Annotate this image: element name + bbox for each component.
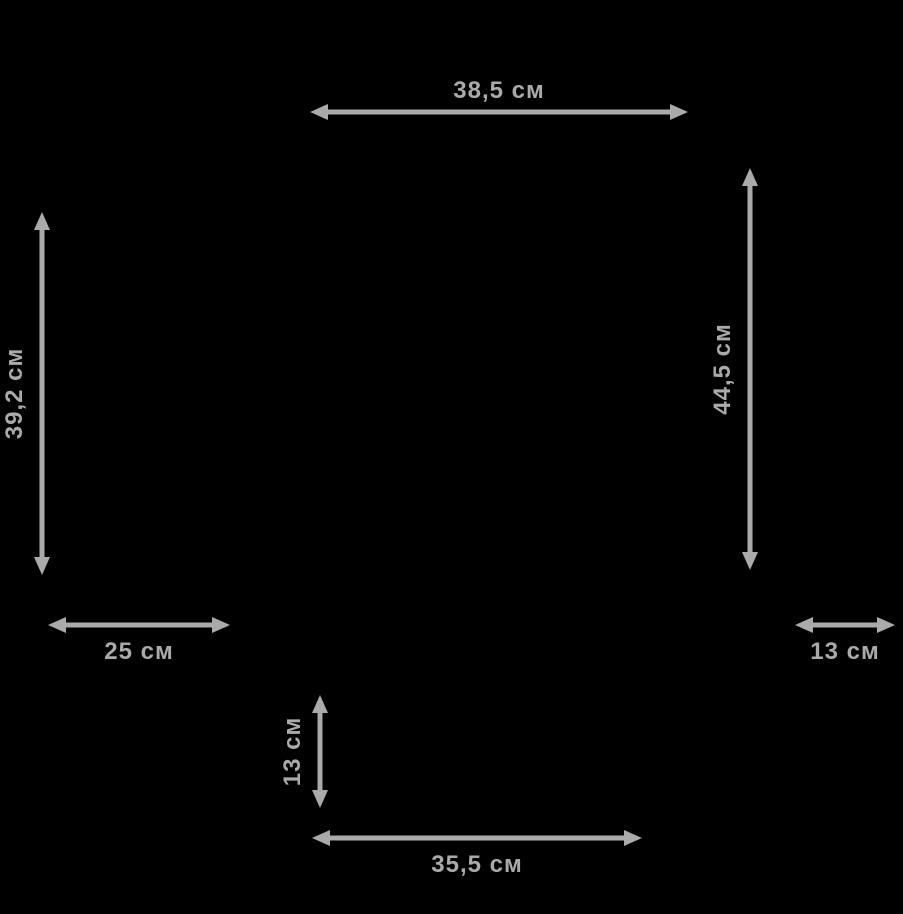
arrow-right-icon: [624, 830, 642, 846]
dimension-label: 25 см: [104, 638, 173, 665]
dimension-left-arm: 25 см: [48, 617, 230, 665]
dimension-label: 13 см: [810, 638, 879, 665]
dimension-right: 44,5 см: [709, 168, 758, 570]
arrow-down-icon: [742, 552, 758, 570]
arrow-down-icon: [312, 790, 328, 808]
arrow-down-icon: [34, 557, 50, 575]
dimension-label: 39,2 см: [1, 348, 28, 439]
dimension-right-arm: 13 см: [795, 617, 895, 665]
arrow-right-icon: [670, 104, 688, 120]
dimension-label: 35,5 см: [431, 851, 522, 878]
dimension-top: 38,5 см: [310, 77, 688, 120]
dimension-bottom: 35,5 см: [312, 830, 642, 878]
arrow-left-icon: [310, 104, 328, 120]
diagram-svg: 38,5 см 44,5 см 39,2 см 25 см 13 см 13 см 35,5…: [0, 0, 903, 914]
dimension-label: 13 см: [279, 717, 306, 786]
dimension-label: 38,5 см: [453, 77, 544, 104]
arrow-right-icon: [877, 617, 895, 633]
arrow-up-icon: [34, 212, 50, 230]
dimension-left: 39,2 см: [1, 212, 50, 575]
arrow-left-icon: [48, 617, 66, 633]
dimension-label: 44,5 см: [709, 323, 736, 414]
arrow-right-icon: [212, 617, 230, 633]
arrow-left-icon: [795, 617, 813, 633]
dimension-center-height: 13 см: [279, 695, 328, 808]
dimension-diagram: 38,5 см 44,5 см 39,2 см 25 см 13 см 13 см 35,5…: [0, 0, 903, 914]
arrow-up-icon: [742, 168, 758, 186]
arrow-up-icon: [312, 695, 328, 713]
arrow-left-icon: [312, 830, 330, 846]
